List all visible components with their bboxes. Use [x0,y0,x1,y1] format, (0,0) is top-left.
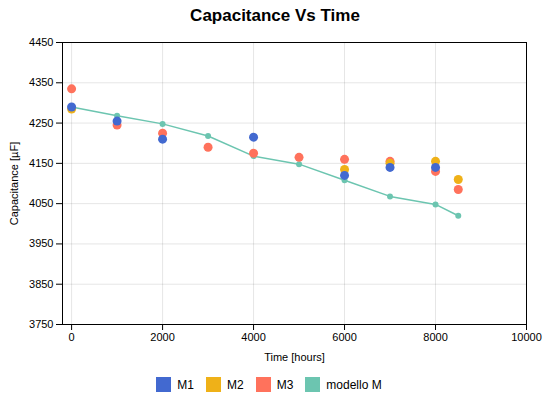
svg-text:10000: 10000 [511,331,542,343]
svg-text:4350: 4350 [29,76,53,88]
svg-text:Capacitance [µF]: Capacitance [µF] [8,142,20,225]
svg-text:2000: 2000 [150,331,174,343]
html-text:M3: M3 [276,377,294,392]
svg-text:3850: 3850 [29,278,53,290]
svg-text:4000: 4000 [241,331,265,343]
html-text:M1: M1 [177,377,194,392]
svg-text:8000: 8000 [423,331,447,343]
html-text:M2: M2 [227,377,244,392]
svg-text:0: 0 [69,331,75,343]
svg-text:4450: 4450 [29,36,53,48]
svg-text:4150: 4150 [29,157,53,169]
svg-text:Time [hours]: Time [hours] [264,351,325,363]
html-text:Capacitance Vs Time: Capacitance Vs Time [190,6,360,25]
html-text:modello M: modello M [326,377,382,392]
svg-text:4050: 4050 [29,197,53,209]
svg-text:3750: 3750 [29,318,53,330]
svg-text:4250: 4250 [29,117,53,129]
svg-text:3950: 3950 [29,237,53,249]
svg-text:6000: 6000 [332,331,356,343]
